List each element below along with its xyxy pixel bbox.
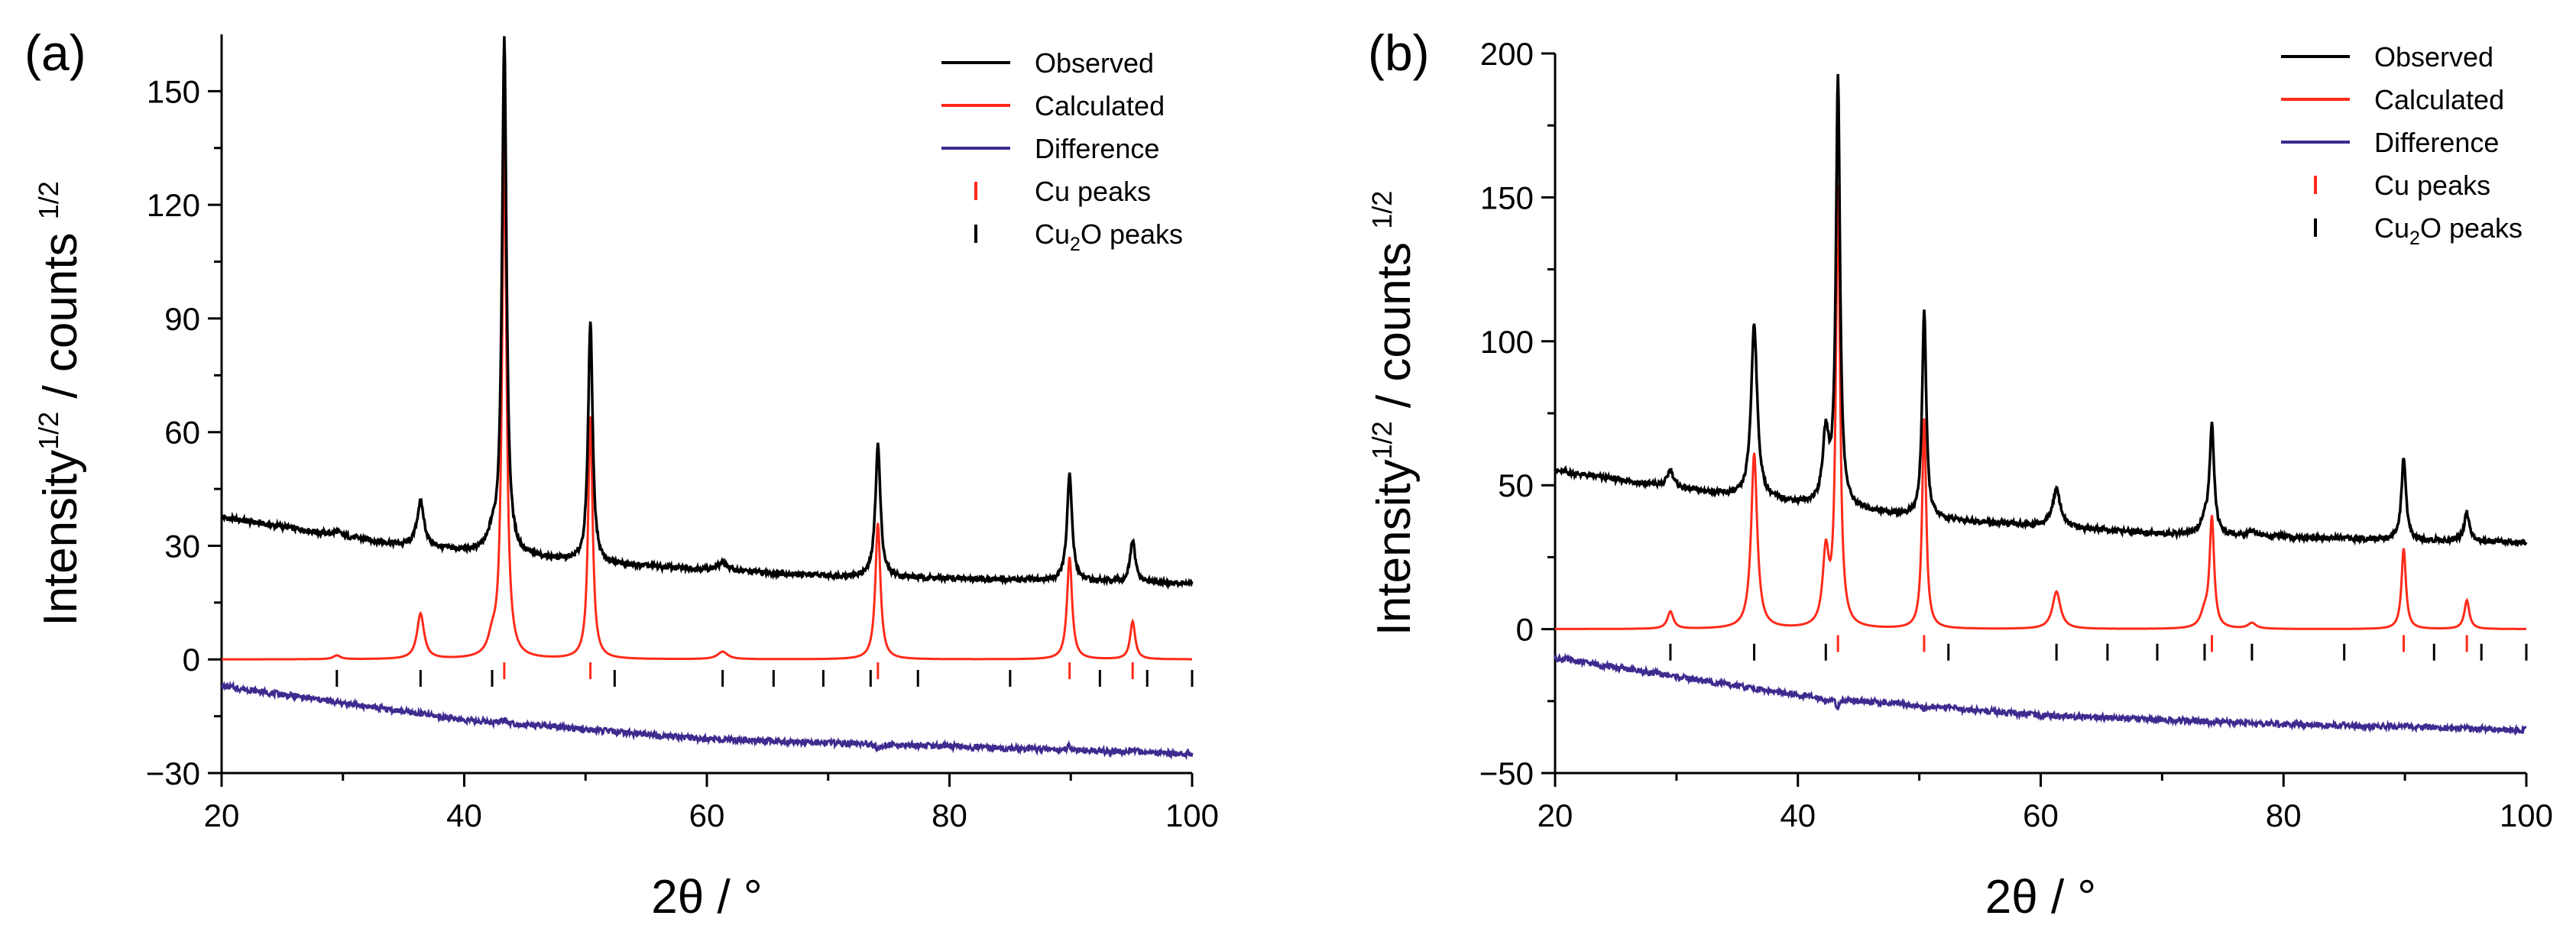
x-tick-label: 60 [689,798,725,833]
y-tick-label: 120 [147,187,200,223]
x-tick-label: 100 [1165,798,1219,833]
panel-a: 20 40 60 80 100 −30 0 30 60 90 120 150 (a) 2θ / ° Inte… [24,24,1219,924]
legend-difference-label: Difference [1035,133,1159,164]
legend-text: Cu [2374,212,2409,244]
y-tick-label: −30 [146,755,200,791]
x-tick-label: 40 [1780,798,1816,833]
y-axis-title-part: / counts [34,219,87,412]
observed-curve [1554,73,2528,548]
x-axis-title: 2θ / ° [651,871,762,924]
legend-calculated-label: Calculated [1035,90,1165,121]
legend-cu-peaks-label: Cu peaks [1035,176,1151,207]
y-axis-title-superscript: 1/2 [1366,191,1398,229]
y-tick-label: 0 [1516,612,1534,648]
legend-difference-label: Difference [2374,127,2499,158]
difference-curve [1554,652,2527,736]
panel-label: (b) [1368,24,1430,81]
y-tick-label: 150 [147,73,200,109]
panel-label: (a) [24,24,86,81]
calculated-curve [1555,185,2526,630]
y-axis-title-part: Intensity [1368,459,1421,636]
y-tick-label: 100 [1480,324,1534,360]
legend-subscript: 2 [1070,234,1081,255]
panel-b: 20 40 60 80 100 −50 0 50 100 150 200 (b) 2θ / ° Inten… [1366,24,2553,924]
legend-observed-label: Observed [2374,41,2493,73]
x-tick-label: 20 [1537,798,1573,833]
legend-calculated-label: Calculated [2374,84,2504,115]
calculated-curve [222,145,1192,661]
x-tick-label: 40 [446,798,482,833]
y-tick-label: 0 [183,642,200,678]
y-tick-label: 30 [164,528,200,564]
legend-observed-label: Observed [1035,47,1154,79]
observed-curve [220,36,1194,590]
x-axis-title: 2θ / ° [1985,871,2096,924]
y-axis-title: Intensity1/2 / counts 1/2 [1366,191,1421,636]
legend-subscript: 2 [2409,228,2420,249]
y-tick-label: 60 [164,415,200,451]
legend-cu-peaks-label: Cu peaks [2374,170,2490,201]
y-tick-label: 150 [1480,180,1534,215]
x-tick-label: 20 [204,798,240,833]
y-axis-title-superscript: 1/2 [33,181,64,219]
legend-cu2o-peaks-label: Cu2O peaks [2374,212,2523,249]
y-tick-label: 90 [164,301,200,337]
legend-text: Cu [1035,218,1070,250]
y-tick-label: 50 [1498,467,1534,503]
y-axis-title-part: Intensity [34,450,87,626]
legend-cu2o-peaks-label: Cu2O peaks [1035,218,1183,255]
y-axis-title-superscript: 1/2 [1366,421,1398,459]
y-tick-label: −50 [1479,755,1534,791]
y-axis-title: Intensity1/2 / counts 1/2 [33,181,87,626]
x-tick-label: 60 [2023,798,2059,833]
y-tick-label: 200 [1480,36,1534,72]
y-axis-title-superscript: 1/2 [33,412,64,450]
y-axis-title-part: / counts [1368,229,1421,422]
x-tick-label: 100 [2500,798,2553,833]
x-tick-label: 80 [2266,798,2302,833]
x-tick-label: 80 [932,798,967,833]
legend-text: O peaks [1081,218,1183,250]
legend-text: O peaks [2420,212,2523,244]
difference-curve [221,680,1194,761]
